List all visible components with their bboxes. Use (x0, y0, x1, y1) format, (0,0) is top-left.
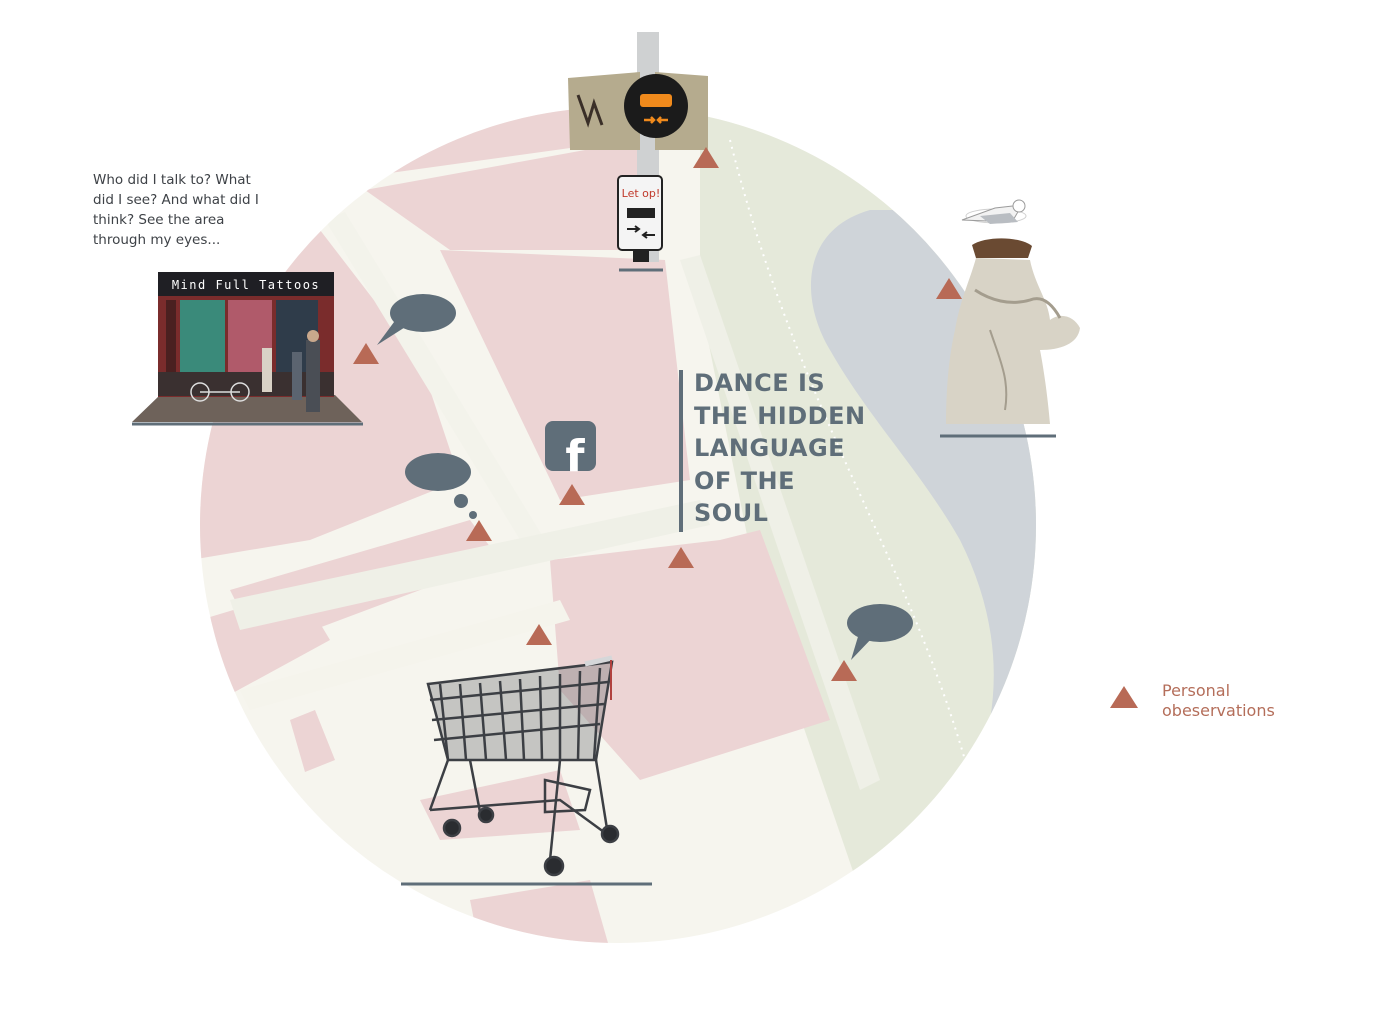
speech-bubble-tattoo (377, 294, 456, 345)
svg-text:f: f (565, 431, 585, 482)
facebook-icon[interactable]: f (545, 421, 596, 482)
quote-line: SOUL (694, 499, 769, 527)
statue-seagull-photo (940, 199, 1080, 438)
quote-line: OF THE (694, 466, 796, 495)
quote-line: DANCE IS (694, 369, 826, 397)
quote-line: THE HIDDEN (694, 401, 866, 430)
tattoo-shop-photo: Mind Full Tattoos (132, 272, 363, 426)
speech-bubble-canal (847, 604, 913, 660)
observation-marker-thought[interactable] (466, 520, 492, 541)
bus-traffic-light-photo: Let op! (568, 32, 708, 272)
shopping-cart-photo (401, 655, 652, 886)
observation-marker-tattoo[interactable] (353, 343, 379, 364)
observation-marker-canal[interactable] (831, 660, 857, 681)
thought-bubble (405, 453, 477, 519)
legend-label: Personal obeservations (1162, 681, 1275, 720)
observation-marker-cart[interactable] (526, 624, 552, 645)
observation-marker-facebook[interactable] (559, 484, 585, 505)
observation-marker-traffic-light[interactable] (693, 147, 719, 168)
quote-line: LANGUAGE (694, 434, 846, 462)
legend-marker-icon (1110, 686, 1138, 708)
tattoo-shop-sign: Mind Full Tattoos (172, 278, 320, 292)
observation-marker-statue[interactable] (936, 278, 962, 299)
observation-marker-quote[interactable] (668, 547, 694, 568)
intro-text: Who did I talk to? What did I see? And w… (93, 172, 259, 248)
bus-sign-text: Let op! (622, 187, 661, 200)
quote-text: DANCE IS THE HIDDEN LANGUAGE OF THE SOUL (694, 367, 914, 530)
